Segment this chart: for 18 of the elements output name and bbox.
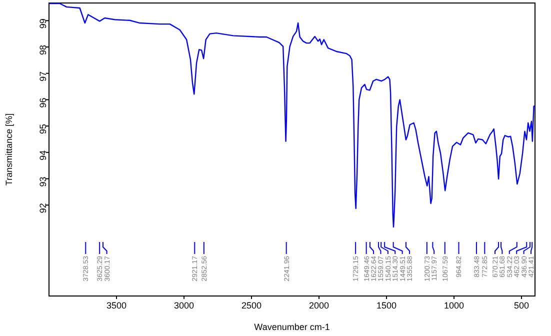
y-tick-label: 97 [38, 71, 48, 82]
x-tick-label: 3500 [106, 300, 127, 310]
x-tick-label: 1500 [376, 300, 397, 310]
y-tick-label: 95 [38, 124, 48, 134]
y-tick-label: 93 [38, 176, 48, 187]
y-tick-label: 92 [38, 203, 48, 214]
x-tick-label: 3000 [174, 300, 194, 310]
x-tick-label: 2500 [241, 300, 262, 310]
y-tick-label: 98 [38, 44, 48, 56]
line-series [48, 2, 536, 228]
x-axis-title: Wavenumber cm-1 [254, 322, 330, 332]
x-tick-label: 2000 [308, 300, 330, 310]
x-tick-label: 500 [514, 300, 530, 310]
y-tick-label: 99 [38, 18, 48, 29]
y-tick-label: 94 [38, 150, 48, 160]
y-axis-title: Transmittance [%] [4, 113, 14, 186]
y-tick-label: 96 [38, 98, 48, 108]
x-tick-label: 1000 [444, 300, 464, 310]
